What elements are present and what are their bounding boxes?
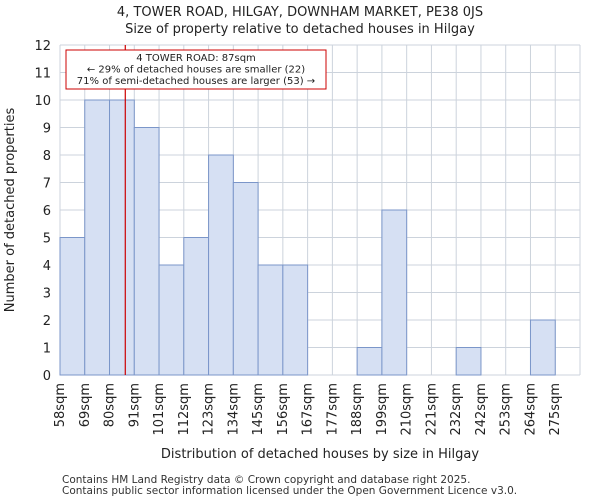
x-tick-label: 242sqm [474, 383, 489, 436]
chart-title: 4, TOWER ROAD, HILGAY, DOWNHAM MARKET, P… [116, 5, 484, 20]
x-tick-label: 58sqm [53, 383, 68, 427]
bar-264sqm [529, 319, 556, 376]
bar-101sqm [158, 264, 185, 376]
bar-80sqm [109, 99, 135, 376]
chart-subtitle: Size of property relative to detached ho… [125, 22, 475, 37]
y-tick-label: 4 [43, 259, 51, 274]
x-tick-label: 275sqm [548, 383, 563, 436]
x-tick-label: 210sqm [400, 383, 415, 436]
y-tick-label: 7 [43, 177, 51, 192]
x-tick-label: 199sqm [375, 383, 390, 436]
bar-199sqm [381, 209, 408, 376]
x-axis-label: Distribution of detached houses by size … [161, 447, 479, 462]
y-tick-label: 2 [43, 314, 51, 329]
y-tick-label: 8 [43, 149, 51, 164]
x-tick-label: 145sqm [251, 383, 266, 436]
x-tick-label: 253sqm [499, 383, 514, 436]
x-tick-label: 101sqm [152, 383, 167, 436]
y-tick-label: 10 [34, 94, 51, 109]
x-tick-label: 80sqm [103, 383, 118, 427]
bar-145sqm [257, 264, 284, 376]
footer-copyright: Contains HM Land Registry data © Crown c… [62, 474, 471, 486]
x-tick-label: 156sqm [276, 383, 291, 436]
bar-112sqm [183, 237, 210, 376]
annotation-title: 4 TOWER ROAD: 87sqm [136, 53, 256, 64]
y-tick-label: 12 [34, 39, 51, 54]
y-tick-label: 1 [43, 342, 51, 357]
x-tick-label: 177sqm [325, 383, 340, 436]
x-tick-label: 91sqm [127, 383, 142, 427]
y-tick-label: 5 [43, 232, 51, 247]
x-tick-label: 123sqm [202, 383, 217, 436]
x-tick-label: 264sqm [523, 383, 538, 436]
bar-91sqm [133, 127, 160, 376]
bar-123sqm [208, 154, 234, 376]
y-tick-label: 3 [43, 287, 51, 302]
bar-156sqm [282, 264, 309, 376]
x-tick-label: 221sqm [424, 383, 439, 436]
y-tick-label: 9 [43, 122, 51, 137]
x-tick-label: 112sqm [177, 383, 192, 436]
bar-69sqm [84, 99, 111, 376]
bar-188sqm [356, 347, 383, 376]
footer-licence: Contains public sector information licen… [62, 485, 518, 497]
x-tick-label: 69sqm [78, 383, 93, 427]
y-tick-label: 0 [43, 369, 51, 384]
x-tick-label: 232sqm [449, 383, 464, 436]
annotation-box [65, 49, 327, 90]
x-tick-label: 134sqm [226, 383, 241, 436]
y-tick-label: 11 [34, 67, 51, 82]
annotation-larger: 71% of semi-detached houses are larger (… [77, 76, 315, 87]
y-axis-label: Number of detached properties [3, 108, 18, 313]
x-tick-label: 167sqm [301, 383, 316, 436]
annotation-smaller: ← 29% of detached houses are smaller (22… [87, 65, 305, 76]
x-tick-label: 188sqm [350, 383, 365, 436]
bar-134sqm [232, 182, 259, 376]
y-tick-label: 6 [43, 204, 51, 219]
bar-58sqm [59, 237, 86, 376]
bar-232sqm [455, 347, 482, 376]
